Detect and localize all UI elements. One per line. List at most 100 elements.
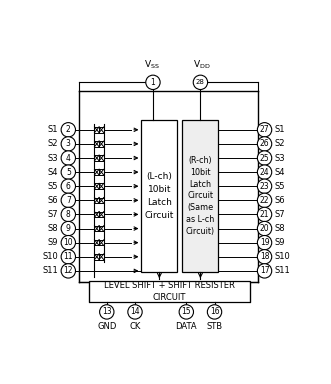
- Text: S2: S2: [48, 139, 58, 148]
- Text: S5: S5: [48, 182, 58, 191]
- Text: 10: 10: [64, 238, 73, 247]
- Text: 2: 2: [66, 125, 71, 134]
- Text: 16: 16: [210, 308, 219, 316]
- Bar: [94, 155, 104, 161]
- Text: LEVEL SHIFT + SHIFT RESISTER
CIRCUIT: LEVEL SHIFT + SHIFT RESISTER CIRCUIT: [104, 281, 235, 302]
- Text: V$_{\rm DD}$: V$_{\rm DD}$: [193, 59, 210, 71]
- Text: 7: 7: [66, 196, 71, 205]
- Text: DATA: DATA: [175, 322, 197, 331]
- Circle shape: [179, 305, 194, 319]
- Circle shape: [258, 179, 272, 194]
- Bar: [94, 127, 104, 132]
- Bar: [94, 197, 104, 203]
- Circle shape: [61, 137, 75, 151]
- Bar: [94, 212, 104, 217]
- Circle shape: [258, 151, 272, 165]
- Text: 27: 27: [260, 125, 269, 134]
- Circle shape: [128, 305, 142, 319]
- Text: 19: 19: [260, 238, 269, 247]
- Text: 22: 22: [260, 196, 269, 205]
- Circle shape: [61, 193, 75, 207]
- Text: S9: S9: [48, 238, 58, 247]
- Bar: [94, 240, 104, 245]
- Text: 9: 9: [66, 224, 71, 233]
- Text: GND: GND: [97, 322, 117, 331]
- Circle shape: [61, 250, 75, 264]
- Circle shape: [258, 264, 272, 278]
- Text: S4: S4: [48, 167, 58, 177]
- Text: 14: 14: [130, 308, 140, 316]
- Circle shape: [61, 221, 75, 236]
- Circle shape: [207, 305, 222, 319]
- Text: S1: S1: [48, 125, 58, 134]
- Circle shape: [193, 75, 208, 89]
- Bar: [94, 169, 104, 175]
- Text: 8: 8: [66, 210, 71, 219]
- Text: 5: 5: [66, 167, 71, 177]
- Text: S3: S3: [275, 154, 285, 162]
- Text: S1: S1: [275, 125, 285, 134]
- Circle shape: [61, 264, 75, 278]
- Text: 13: 13: [102, 308, 112, 316]
- Text: 12: 12: [64, 266, 73, 275]
- Text: S10: S10: [275, 252, 291, 261]
- Bar: [182, 119, 218, 272]
- Text: 20: 20: [260, 224, 269, 233]
- Text: S8: S8: [275, 224, 285, 233]
- Circle shape: [258, 165, 272, 179]
- Bar: [94, 254, 104, 260]
- Circle shape: [258, 235, 272, 250]
- Circle shape: [61, 179, 75, 194]
- Text: V$_{\rm SS}$: V$_{\rm SS}$: [144, 59, 160, 71]
- Text: (L-ch)
10bit
Latch
Circuit: (L-ch) 10bit Latch Circuit: [145, 172, 174, 220]
- Text: S6: S6: [275, 196, 285, 205]
- Text: S11: S11: [275, 266, 291, 275]
- Circle shape: [258, 137, 272, 151]
- Circle shape: [61, 151, 75, 165]
- Circle shape: [100, 305, 114, 319]
- Text: 15: 15: [181, 308, 191, 316]
- Text: S3: S3: [47, 154, 58, 162]
- Bar: [94, 226, 104, 232]
- Text: (R-ch)
10bit
Latch
Circuit
(Same
as L-ch
Circuit): (R-ch) 10bit Latch Circuit (Same as L-ch…: [186, 156, 215, 236]
- Text: S2: S2: [275, 139, 285, 148]
- Text: 3: 3: [66, 139, 71, 148]
- Text: S8: S8: [47, 224, 58, 233]
- Text: S10: S10: [42, 252, 58, 261]
- Text: CK: CK: [129, 322, 141, 331]
- Text: 1: 1: [151, 78, 155, 87]
- Text: 21: 21: [260, 210, 269, 219]
- Circle shape: [61, 122, 75, 137]
- Text: S4: S4: [275, 167, 285, 177]
- Circle shape: [258, 122, 272, 137]
- Text: S5: S5: [275, 182, 285, 191]
- Circle shape: [146, 75, 160, 89]
- Text: 11: 11: [64, 252, 73, 261]
- Circle shape: [258, 221, 272, 236]
- Text: 23: 23: [260, 182, 269, 191]
- Bar: [94, 141, 104, 147]
- Text: STB: STB: [207, 322, 222, 331]
- Circle shape: [258, 207, 272, 222]
- Circle shape: [258, 193, 272, 207]
- Text: 24: 24: [260, 167, 269, 177]
- Text: 28: 28: [196, 79, 205, 85]
- Circle shape: [61, 235, 75, 250]
- Circle shape: [258, 250, 272, 264]
- Text: S11: S11: [42, 266, 58, 275]
- Circle shape: [61, 207, 75, 222]
- Circle shape: [61, 165, 75, 179]
- Text: 18: 18: [260, 252, 269, 261]
- Text: S9: S9: [275, 238, 285, 247]
- Text: 4: 4: [66, 154, 71, 162]
- Bar: [94, 184, 104, 189]
- Text: S6: S6: [47, 196, 58, 205]
- Bar: [89, 281, 251, 302]
- Text: 25: 25: [260, 154, 269, 162]
- Text: S7: S7: [47, 210, 58, 219]
- Text: 26: 26: [260, 139, 269, 148]
- Text: 6: 6: [66, 182, 71, 191]
- Text: S7: S7: [275, 210, 285, 219]
- Text: 17: 17: [260, 266, 269, 275]
- Bar: [141, 119, 177, 272]
